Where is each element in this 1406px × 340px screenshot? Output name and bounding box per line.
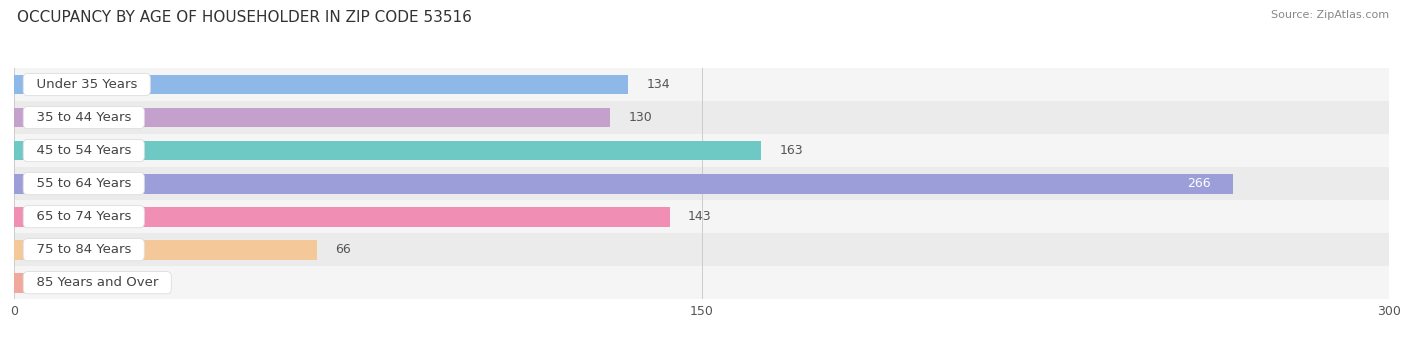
Text: OCCUPANCY BY AGE OF HOUSEHOLDER IN ZIP CODE 53516: OCCUPANCY BY AGE OF HOUSEHOLDER IN ZIP C…: [17, 10, 472, 25]
Text: 134: 134: [647, 78, 671, 91]
Bar: [14, 233, 1389, 266]
Bar: [14, 207, 669, 226]
Text: 130: 130: [628, 111, 652, 124]
Bar: [14, 108, 610, 128]
Bar: [14, 68, 1389, 101]
Text: 266: 266: [1187, 177, 1211, 190]
Text: 25: 25: [148, 276, 163, 289]
Bar: [14, 200, 1389, 233]
Bar: [14, 273, 129, 293]
Text: 45 to 54 Years: 45 to 54 Years: [28, 144, 139, 157]
Bar: [14, 134, 1389, 167]
Bar: [14, 167, 1389, 200]
Text: 35 to 44 Years: 35 to 44 Years: [28, 111, 139, 124]
Text: 75 to 84 Years: 75 to 84 Years: [28, 243, 139, 256]
Text: Under 35 Years: Under 35 Years: [28, 78, 146, 91]
Bar: [14, 74, 628, 95]
Text: Source: ZipAtlas.com: Source: ZipAtlas.com: [1271, 10, 1389, 20]
Bar: [14, 141, 761, 160]
Bar: [14, 240, 316, 259]
Bar: [14, 266, 1389, 299]
Text: 65 to 74 Years: 65 to 74 Years: [28, 210, 139, 223]
Text: 163: 163: [779, 144, 803, 157]
Text: 143: 143: [688, 210, 711, 223]
Text: 85 Years and Over: 85 Years and Over: [28, 276, 167, 289]
Text: 55 to 64 Years: 55 to 64 Years: [28, 177, 139, 190]
Text: 66: 66: [335, 243, 350, 256]
Bar: [14, 101, 1389, 134]
Bar: [14, 174, 1233, 193]
